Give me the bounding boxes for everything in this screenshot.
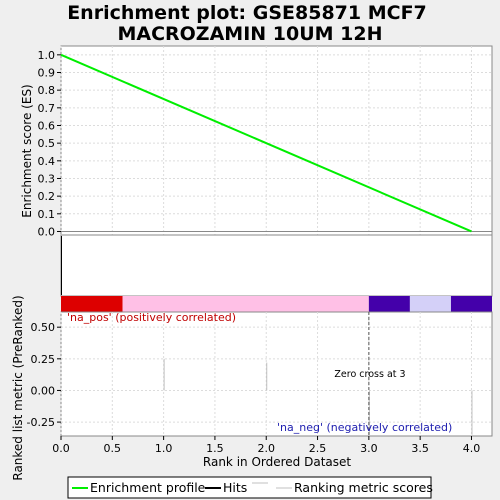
es-y-tick-label: 0.0 <box>38 225 56 238</box>
x-tick-label: 0.5 <box>104 442 122 455</box>
rank-y-tick-label: 0.50 <box>31 321 56 334</box>
chart-title-line1: Enrichment plot: GSE85871 MCF7 <box>67 2 427 24</box>
es-y-ticks: 0.0 0.1 0.2 0.3 0.4 0.5 0.6 0.7 0.8 0.9 1.0 <box>38 49 61 238</box>
legend-ranking-metric-label: Ranking metric scores <box>294 480 433 495</box>
chart-title-line2: MACROZAMIN 10UM 12H <box>117 23 382 45</box>
x-tick-label: 3.0 <box>360 442 378 455</box>
x-tick-label: 1.0 <box>155 442 173 455</box>
color-bar-segment <box>61 296 123 312</box>
color-bar-segment <box>368 296 410 312</box>
positive-correlation-label: 'na_pos' (positively correlated) <box>67 311 236 324</box>
es-y-tick-label: 0.2 <box>38 190 56 203</box>
rank-y-tick-label: 0.00 <box>31 384 56 397</box>
es-y-tick-label: 0.4 <box>38 155 56 168</box>
negative-correlation-label: 'na_neg' (negatively correlated) <box>277 421 452 434</box>
es-y-axis-label: Enrichment score (ES) <box>20 84 34 217</box>
x-axis-label: Rank in Ordered Dataset <box>203 455 351 469</box>
es-y-tick-label: 0.1 <box>38 208 56 221</box>
es-gridlines <box>60 46 492 235</box>
rank-panel-frame <box>60 311 493 437</box>
x-tick-label: 1.5 <box>206 442 224 455</box>
x-axis-ticks: 0.0 0.5 1.0 1.5 2.0 2.5 3.0 3.5 4.0 <box>52 436 480 455</box>
es-panel-frame <box>60 45 493 236</box>
legend-box <box>67 476 432 499</box>
zero-cross-label: Zero cross at 3 <box>334 369 405 380</box>
rank-y-axis-label: Ranked list metric (PreRanked) <box>11 295 25 480</box>
x-tick-label: 3.5 <box>411 442 429 455</box>
color-bar-segment <box>122 296 369 312</box>
legend-hits-label: Hits <box>223 480 247 495</box>
color-bar-segment <box>409 296 451 312</box>
x-tick-label: 2.5 <box>309 442 327 455</box>
enrichment-profile-line <box>60 53 472 233</box>
rank-color-bar <box>61 296 492 312</box>
es-y-tick-label: 0.9 <box>38 66 56 79</box>
rank-y-ticks: 0.50 0.25 0.00 -0.25 <box>27 321 61 429</box>
color-bar-segment <box>450 296 492 312</box>
x-tick-label: 0.0 <box>52 442 70 455</box>
es-y-tick-label: 1.0 <box>38 49 56 62</box>
rank-y-tick-label: -0.25 <box>27 416 55 429</box>
x-tick-label: 2.0 <box>257 442 275 455</box>
es-y-tick-label: 0.3 <box>38 172 56 185</box>
es-y-tick-label: 0.7 <box>38 102 56 115</box>
x-tick-label: 4.0 <box>463 442 481 455</box>
rank-y-tick-label: 0.25 <box>31 353 56 366</box>
hits-panel-frame <box>60 234 493 297</box>
es-y-tick-label: 0.6 <box>38 119 56 132</box>
legend-enrichment-profile-label: Enrichment profile <box>90 480 206 495</box>
es-y-tick-label: 0.8 <box>38 84 56 97</box>
es-y-tick-label: 0.5 <box>38 137 56 150</box>
